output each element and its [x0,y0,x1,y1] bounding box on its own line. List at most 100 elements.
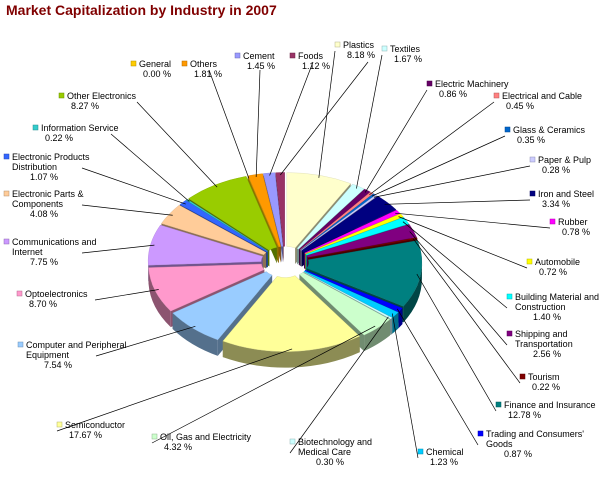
slice-label-text: Others 1.81 % [190,59,222,79]
slice-value: 1.45 % [247,61,275,71]
label-computer-and-peripheral-equipment: Computer and Peripheral Equipment 7.54 % [17,340,127,370]
slice-tourism [307,237,418,259]
leader-line-building-material-and-construction [402,221,508,309]
label-optoelectronics: Optoelectronics 8.70 % [16,289,88,309]
slice-name-line: Equipment [26,350,70,360]
label-cement: Cement 1.45 % [234,51,275,71]
slice-name-line: Oil, Gas and Electricity [160,432,252,442]
slice-name-line: Trading and Consumers' [486,429,584,439]
label-paper-pulp: Paper & Pulp 0.28 % [529,155,591,175]
label-iron-and-steel: Iron and Steel 3.34 % [529,189,594,209]
slice-electronic-products-distribution [179,200,268,253]
slice-value: 7.54 % [44,360,72,370]
slice-trading-and-consumers-goods [304,269,403,313]
label-marker [3,153,10,160]
slice-textiles [296,183,365,250]
label-marker [529,156,536,163]
slice-label-text: Electronic Products Distribution 1.07 % [12,152,90,182]
label-communications-and-internet: Communications and Internet 7.75 % [3,237,97,267]
slice-value: 1.67 % [394,54,422,64]
slice-label-text: Electronic Parts & Components 4.08 % [12,189,84,219]
slice-label-text: Paper & Pulp 0.28 % [538,155,591,175]
label-rubber: Rubber 0.78 % [549,217,590,237]
label-marker [32,124,39,131]
slice-name-line: Iron and Steel [538,189,594,199]
slice-name-line: Semiconductor [65,420,125,430]
slice-value: 1.40 % [533,312,561,322]
slice-value: 4.32 % [164,442,192,452]
label-marker [417,448,424,455]
slice-label-text: Plastics 8.18 % [343,40,375,60]
label-marker [58,92,65,99]
leader-line-iron-and-steel [384,199,531,205]
slice-value: 0.28 % [542,165,570,175]
leader-line-rubber [395,212,551,229]
label-marker [526,258,533,265]
leader-line-shipping-and-transportation [409,231,508,346]
label-marker [477,430,484,437]
slice-others [247,173,281,248]
slice-name-line: Electrical and Cable [502,91,582,101]
slice-label-text: Electric Machinery 0.86 % [435,79,509,99]
pie-slices [148,172,423,368]
slice-communications-and-internet [148,224,264,266]
slice-name-line: Automobile [535,257,580,267]
slice-value: 1.23 % [430,457,458,467]
label-glass-ceramics: Glass & Ceramics 0.35 % [504,125,586,145]
label-foods: Foods 1.12 % [289,51,330,71]
label-marker [16,290,23,297]
slice-name-line: Chemical [426,447,464,457]
slice-label-text: Shipping and Transportation 2.56 % [515,329,573,359]
leader-line-communications-and-internet [81,244,155,254]
slice-name-line: Plastics [343,40,375,50]
leader-line-paper-pulp [373,165,531,198]
slice-name-line: Information Service [41,123,119,133]
slice-value: 12.78 % [508,410,541,420]
slice-name-line: Tourism [528,372,560,382]
slice-label-text: Foods 1.12 % [298,51,330,71]
slice-label-text: Automobile 0.72 % [535,257,580,277]
label-marker [234,52,241,59]
slice-value: 0.35 % [517,135,545,145]
slice-value: 0.30 % [316,457,344,467]
slice-value: 1.07 % [30,172,58,182]
slice-value: 8.27 % [71,101,99,111]
slice-label-text: Computer and Peripheral Equipment 7.54 % [26,340,127,370]
label-marker [506,293,513,300]
slice-electronic-parts-components [161,204,267,256]
slice-labels: Plastics 8.18 % Textiles 1.67 % Electric Mac… [3,40,599,467]
label-plastics: Plastics 8.18 % [334,40,375,60]
slice-label-text: Tourism 0.22 % [528,372,560,392]
slice-name-line: Goods [486,439,513,449]
leader-line-information-service [110,133,190,202]
slice-name-line: Other Electronics [67,91,137,101]
slice-name-line: Cement [243,51,275,61]
label-marker [549,218,556,225]
slice-name-line: Distribution [12,162,57,172]
slice-name-line: Paper & Pulp [538,155,591,165]
label-marker [506,330,513,337]
slice-label-text: Iron and Steel 3.34 % [538,189,594,209]
slice-foods [275,172,285,247]
slice-label-text: Oil, Gas and Electricity 4.32 % [160,432,252,452]
label-marker [426,80,433,87]
leader-line-computer-and-peripheral-equipment [95,326,196,357]
slice-name-line: Textiles [390,44,421,54]
slice-oil-gas-and-electricity [299,272,391,336]
slice-label-text: Information Service 0.22 % [41,123,119,143]
slice-value: 8.18 % [347,50,375,60]
slice-building-material-and-construction [305,217,410,256]
leader-line-others [255,69,261,178]
label-marker [504,126,511,133]
label-others: Others 1.81 % [181,59,222,79]
label-marker [3,190,10,197]
leader-line-oil-gas-and-electricity [151,325,376,444]
slice-name-line: Shipping and [515,329,568,339]
label-shipping-and-transportation: Shipping and Transportation 2.56 % [506,329,573,359]
slice-name-line: Components [12,199,64,209]
slice-label-text: Other Electronics 8.27 % [67,91,137,111]
slice-value: 0.45 % [506,101,534,111]
slice-name-line: Others [190,59,218,69]
